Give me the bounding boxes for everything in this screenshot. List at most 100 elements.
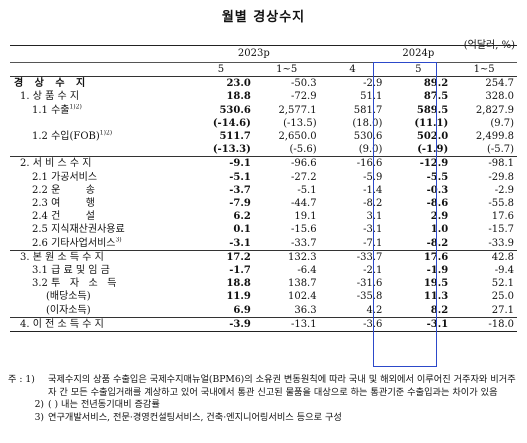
value-cell: (18.0)	[352, 117, 383, 129]
footnote-marker: 3)	[115, 236, 122, 244]
value-cell: 11.3	[423, 291, 449, 303]
value-cell: 19.1	[294, 211, 317, 223]
value-cell: -33.7	[290, 237, 317, 249]
value-cell: (-13.3)	[212, 144, 251, 156]
table-row: 2.3 여 행 -7.9 -44.7 -8.2 -8.6 -55.8	[10, 197, 517, 210]
value-cell: 328.0	[485, 91, 515, 103]
footnote-text: ( ) 내는 전년동기대비 증감률	[48, 399, 160, 411]
row-label-text: 2.3 여 행	[32, 198, 95, 210]
value-cell: -18.0	[451, 316, 518, 333]
value-cell: 8.2	[430, 304, 449, 316]
value-cell: 2,650.0	[278, 131, 317, 143]
value-cell: -96.6	[253, 156, 320, 171]
footnote-marker: 1)2)	[69, 103, 82, 111]
value-cell: 102.4	[287, 291, 317, 303]
value-cell: -5.5	[426, 171, 449, 183]
value-cell: -72.9	[290, 91, 317, 103]
value-cell: 36.3	[294, 304, 317, 316]
row-label-text: 경 상 수 지	[14, 78, 90, 90]
row-label-text: 1.1 수출	[32, 104, 70, 116]
footnote-key: 주 : 1)	[8, 374, 35, 385]
value-cell: 18.8	[226, 278, 251, 290]
row-label: 3.1 급 료 및 임 금	[10, 264, 188, 277]
row-label-text: 2.4 건 설	[32, 211, 95, 223]
value-cell: 132.3	[253, 249, 320, 265]
value-cell: (9.0)	[358, 144, 383, 156]
value-cell: 2,577.1	[278, 104, 317, 116]
value-cell: -5.1	[297, 184, 317, 196]
row-label: 2.4 건 설	[10, 210, 188, 223]
footnote: 3) 연구개발서비스, 전문·경영컨설팅서비스, 건축·엔지니어링서비스 등으로 …	[8, 412, 520, 425]
value-cell: -2.9	[319, 76, 386, 91]
table-row: 3. 본 원 소 득 수 지 17.2 132.3 -33.7 17.6 42.8	[10, 249, 518, 265]
table-row: 4. 이 전 소 득 수 지 -3.9 -13.1 -3.6 -3.1 -18.0	[10, 316, 518, 333]
value-cell: (11.1)	[414, 117, 449, 129]
row-label: 1.2 수입(FOB)1)2)	[10, 130, 188, 143]
value-cell: -29.8	[488, 171, 515, 183]
table-row: 1.1 수출1)2) 530.6 2,577.1 581.7 589.5 2,827.9	[10, 104, 517, 117]
row-label-text: 2.6 기타사업서비스	[32, 237, 116, 249]
value-cell: -1.7	[229, 265, 251, 277]
value-cell: -0.3	[426, 184, 449, 196]
value-cell: 530.6	[353, 131, 383, 143]
value-cell: 25.0	[491, 291, 515, 303]
value-cell: 17.6	[491, 211, 515, 223]
row-label-text: 2. 서 비 스 수 지	[20, 158, 92, 170]
page-title: 월별 경상수지	[221, 10, 306, 25]
table-row: (-14.6) (-13.5) (18.0) (11.1) (9.7)	[10, 117, 517, 130]
value-cell: -33.7	[319, 249, 386, 265]
value-cell: 511.7	[219, 131, 251, 143]
value-cell: 87.5	[423, 91, 449, 103]
value-cell: -3.1	[363, 224, 383, 236]
value-cell: -35.8	[356, 291, 383, 303]
value-cell: 502.0	[416, 131, 449, 143]
value-cell: (-13.5)	[283, 117, 317, 129]
table-row: (배당소득) 11.9 102.4 -35.8 11.3 25.0	[10, 290, 517, 303]
table-row: 2.4 건 설 6.2 19.1 3.1 2.9 17.6	[10, 210, 517, 223]
row-label	[10, 143, 188, 157]
table-row: (이자소득) 6.9 36.3 4.2 8.2 27.1	[10, 304, 517, 318]
value-cell: -1.9	[426, 265, 449, 277]
value-cell: -8.2	[426, 237, 449, 249]
header-month: 4	[319, 62, 386, 78]
row-label: 1. 상 품 수 지	[10, 90, 188, 103]
value-cell: 581.7	[353, 104, 383, 116]
value-cell: -44.7	[290, 198, 317, 210]
value-cell: -1.4	[363, 184, 383, 196]
value-cell: -50.3	[253, 76, 320, 91]
row-label-text: 4. 이 전 소 득 수 지	[20, 318, 104, 330]
value-cell: -5.1	[229, 171, 251, 183]
row-label-text: 1. 상 품 수 지	[20, 91, 80, 103]
value-cell: -3.1	[229, 237, 251, 249]
value-cell: -27.2	[290, 171, 317, 183]
value-cell: -33.9	[488, 237, 515, 249]
row-label: 2.5 지식재산권사용료	[10, 223, 188, 236]
header-month: 5	[188, 62, 254, 78]
value-cell: 17.2	[188, 249, 254, 265]
value-cell: 4.2	[366, 304, 383, 316]
table-row: 1.2 수입(FOB)1)2) 511.7 2,650.0 530.6 502.0 2,4…	[10, 130, 517, 143]
value-cell: -9.4	[494, 265, 515, 277]
header-month: 1~5	[253, 62, 320, 78]
footnote-text: 국제수지의 상품 수출입은 국제수지매뉴얼(BPM6)의 소유권 변동원칙에 따…	[48, 374, 516, 398]
value-cell: 6.2	[233, 211, 251, 223]
value-cell: -31.6	[356, 278, 383, 290]
row-label-text: 3.1 급 료 및 임 금	[32, 265, 110, 277]
table-row: 2.6 기타사업서비스3) -3.1 -33.7 -7.1 -8.2 -33.9	[10, 237, 517, 251]
row-label: 2. 서 비 스 수 지	[10, 156, 188, 171]
value-cell: -7.9	[229, 198, 251, 210]
footnote-marker: 1)2)	[99, 130, 113, 137]
row-label: 2.2 운 송	[10, 184, 188, 197]
table-row: 3.1 급 료 및 임 금 -1.7 -6.4 -2.1 -1.9 -9.4	[10, 264, 517, 277]
value-cell: 0.1	[233, 224, 251, 236]
value-cell: -7.1	[363, 237, 383, 249]
value-cell: 254.7	[451, 76, 518, 91]
row-label	[10, 117, 188, 130]
value-cell: -16.6	[319, 156, 386, 171]
row-label: 1.1 수출1)2)	[10, 104, 188, 117]
footnote: 2) ( ) 내는 전년동기대비 증감률	[8, 399, 520, 412]
value-cell: 2.9	[430, 211, 449, 223]
header-year-2024: 2024p	[319, 45, 518, 63]
table-row: 3.2 투 자 소 득 18.8 138.7 -31.6 19.5 52.1	[10, 277, 517, 290]
